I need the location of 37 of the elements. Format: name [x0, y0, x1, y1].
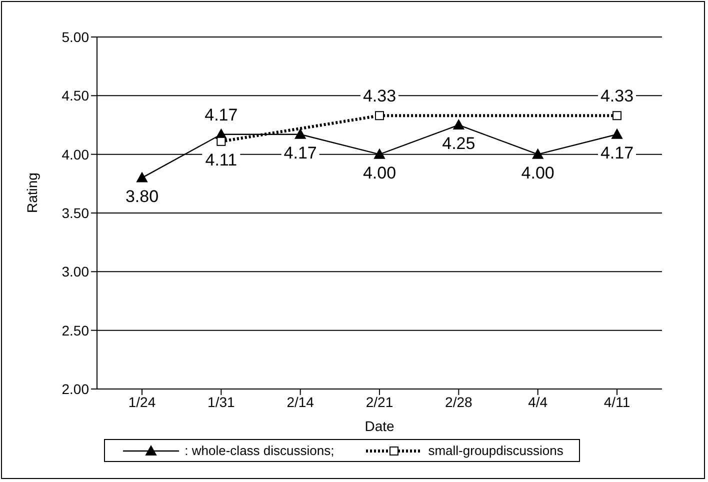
data-label: 4.00	[362, 163, 396, 182]
data-label: 4.17	[204, 105, 238, 124]
x-tick-label: 2/28	[445, 394, 473, 410]
data-label: 4.17	[284, 143, 317, 162]
x-tick-label: 2/21	[366, 394, 394, 410]
y-tick-label: 2.50	[62, 322, 90, 338]
point	[216, 136, 226, 146]
data-label: 4.33	[600, 86, 634, 106]
x-tick-label: 4/11	[604, 394, 630, 410]
point	[612, 111, 622, 120]
x-tick-label: 1/24	[128, 394, 156, 410]
y-tick-label: 4.50	[62, 88, 90, 104]
y-tick-label: 3.00	[62, 264, 90, 280]
x-tick-label: 2/14	[286, 394, 314, 410]
x-tick-label: 4/4	[528, 394, 548, 410]
point	[453, 120, 464, 130]
point	[374, 148, 385, 159]
data-label: 4.17	[600, 143, 634, 162]
y-axis-title: Rating	[24, 172, 40, 213]
y-tick-label: 4.00	[62, 146, 90, 162]
y-tick-label: 3.50	[62, 204, 90, 221]
data-label: 4.33	[362, 86, 396, 106]
y-tick-label: 5.00	[62, 28, 90, 45]
data-label: 4.00	[521, 163, 554, 182]
legend-label: : whole-class discussions;	[184, 443, 334, 458]
x-axis-title: Date	[364, 418, 394, 434]
point	[375, 111, 384, 120]
point	[136, 172, 148, 182]
point	[294, 128, 306, 139]
point	[532, 148, 544, 159]
x-tick-label: 1/31	[208, 394, 236, 410]
point	[612, 128, 622, 139]
data-label: 4.25	[442, 134, 476, 153]
data-label: 4.11	[205, 150, 238, 170]
y-tick-label: 2.00	[62, 380, 90, 397]
data-label: 3.80	[125, 186, 159, 206]
legend-label: small-groupdiscussions	[428, 443, 564, 458]
